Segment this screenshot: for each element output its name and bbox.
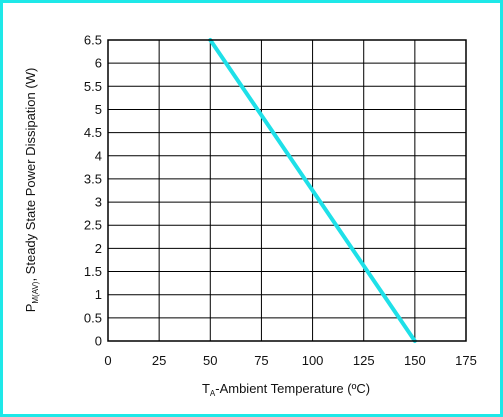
y-tick-label: 5 bbox=[95, 102, 102, 117]
x-tick-label: 50 bbox=[203, 353, 217, 368]
x-tick-label: 175 bbox=[455, 353, 477, 368]
y-tick-label: 5.5 bbox=[84, 79, 102, 94]
y-tick-label: 1.5 bbox=[84, 264, 102, 279]
y-tick-label: 0.5 bbox=[84, 310, 102, 325]
y-tick-labels: 0 0.5 1 1.5 2 2.5 3 3.5 4 4.5 5 5.5 6 6.5 bbox=[84, 33, 102, 349]
y-tick-label: 6.5 bbox=[84, 33, 102, 48]
y-tick-label: 1 bbox=[95, 287, 102, 302]
grid-lines bbox=[107, 39, 467, 342]
x-tick-label: 0 bbox=[104, 353, 111, 368]
y-tick-label: 4 bbox=[95, 148, 102, 163]
x-axis-label: TA-Ambient Temperature (ºC) bbox=[202, 381, 370, 398]
x-tick-label: 75 bbox=[254, 353, 268, 368]
x-tick-label: 150 bbox=[404, 353, 426, 368]
y-tick-label: 2.5 bbox=[84, 218, 102, 233]
y-tick-label: 0 bbox=[95, 334, 102, 349]
x-tick-label: 100 bbox=[302, 353, 324, 368]
y-tick-label: 2 bbox=[95, 241, 102, 256]
y-tick-label: 6 bbox=[95, 56, 102, 71]
x-tick-label: 125 bbox=[353, 353, 375, 368]
y-tick-label: 4.5 bbox=[84, 125, 102, 140]
y-tick-label: 3.5 bbox=[84, 171, 102, 186]
y-axis-label: PM(AV), Steady State Power Dissipation (… bbox=[23, 68, 40, 313]
x-tick-labels: 0 25 50 75 100 125 150 175 bbox=[104, 353, 476, 368]
series-line bbox=[208, 38, 417, 343]
plot-area-border bbox=[107, 39, 467, 342]
y-tick-label: 3 bbox=[95, 195, 102, 210]
series-layer bbox=[208, 38, 417, 343]
x-tick-label: 25 bbox=[152, 353, 166, 368]
